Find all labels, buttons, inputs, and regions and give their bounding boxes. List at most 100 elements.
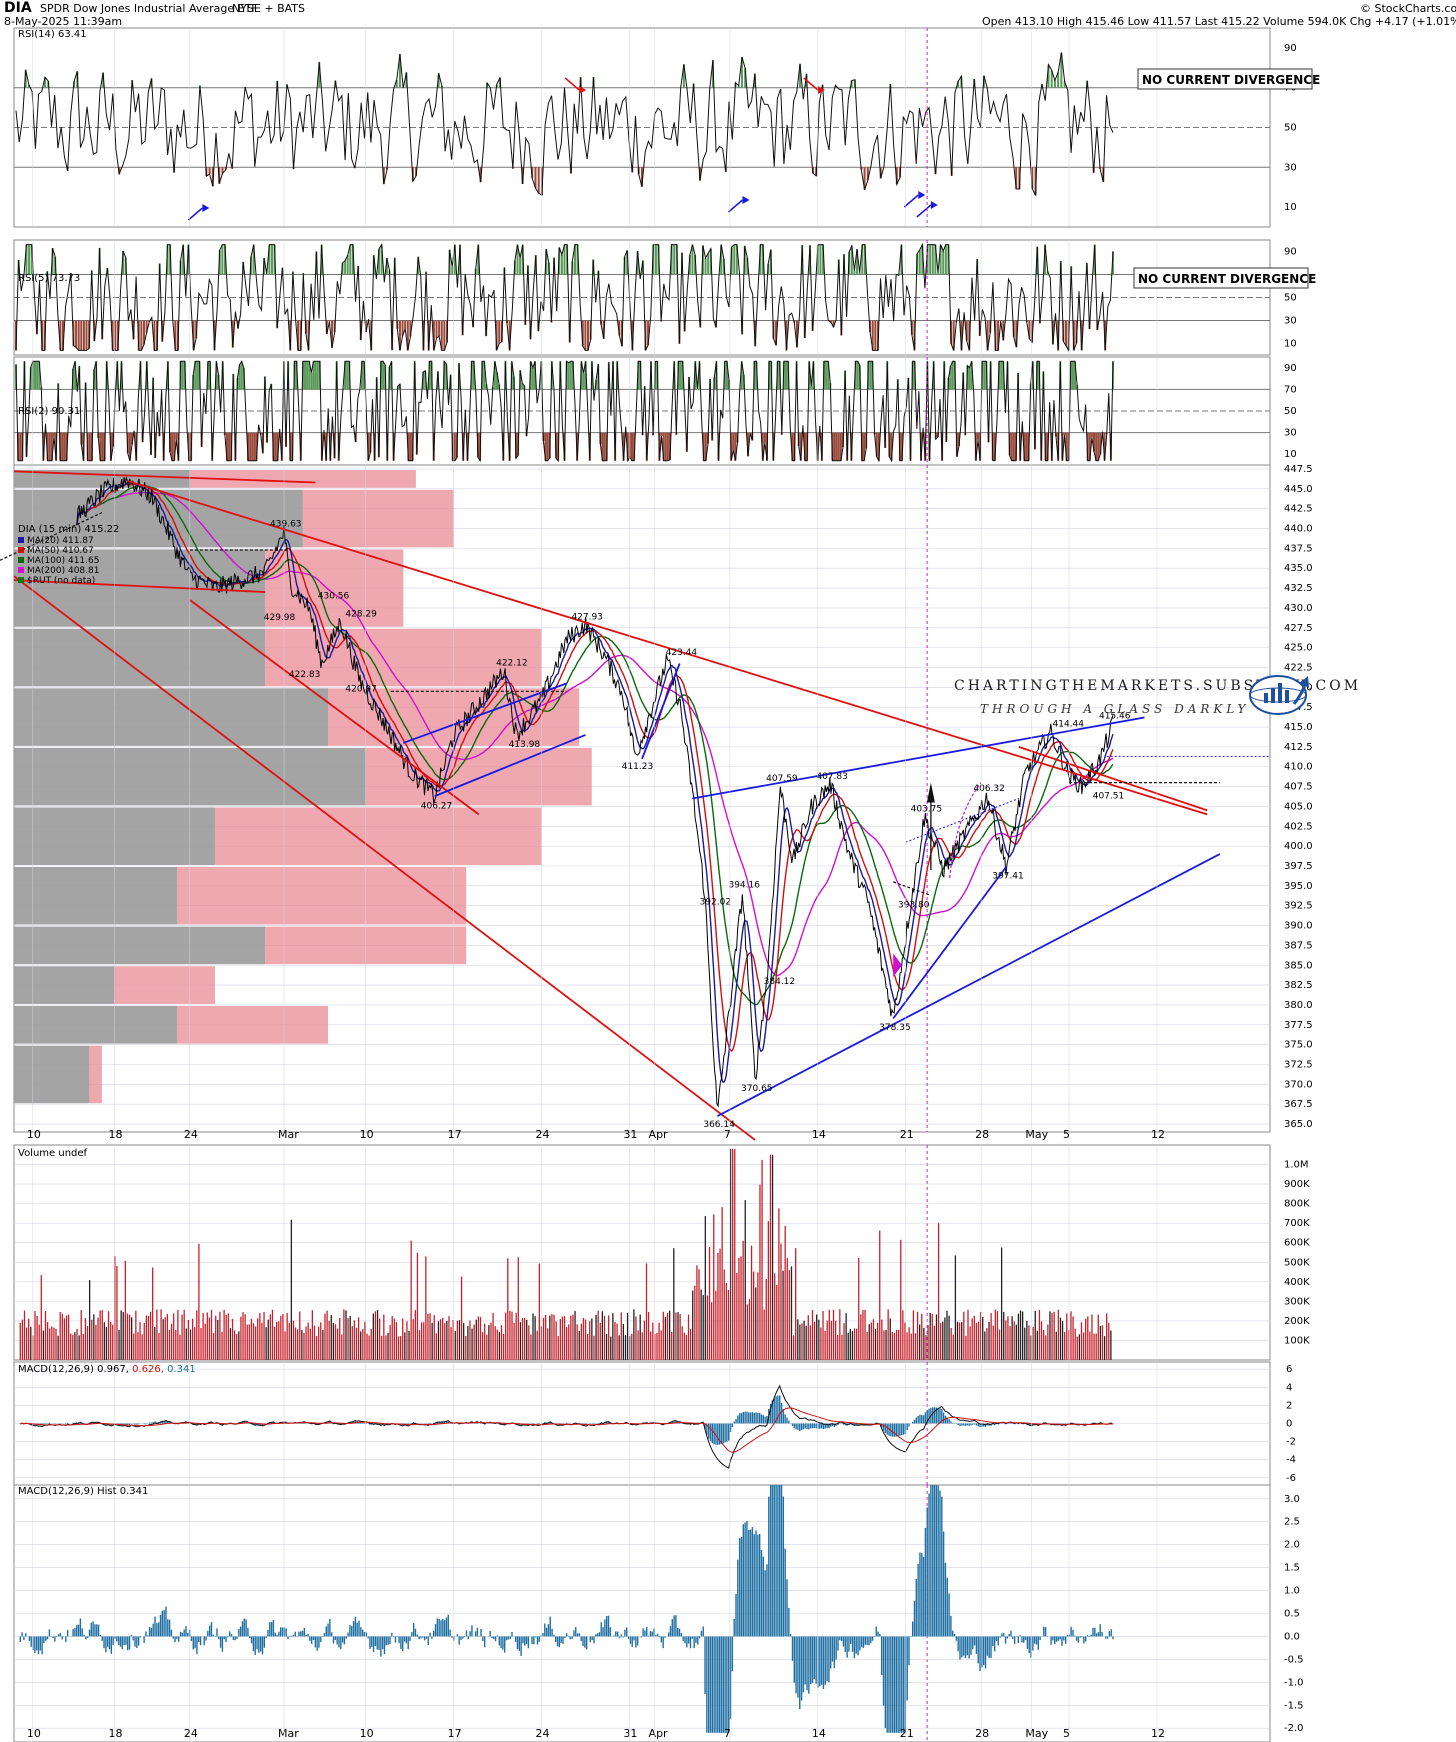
rsi14-tick: 90 xyxy=(1284,43,1297,54)
volume-label: Volume undef xyxy=(18,1148,88,1159)
x-axis-label: Mar xyxy=(278,1727,299,1740)
hist-y-tick: -1.0 xyxy=(1284,1677,1304,1688)
rsi2-label: RSI(2) 90.31 xyxy=(18,406,80,417)
price-line xyxy=(76,476,1114,1108)
macd-label-hist: 0.341 xyxy=(164,1364,196,1375)
volume-y-tick: 200K xyxy=(1284,1316,1310,1327)
x-axis-label: May xyxy=(1025,1128,1048,1141)
pivot-label: 422.12 xyxy=(496,658,528,668)
hist-y-tick: -0.5 xyxy=(1284,1654,1304,1665)
rsi5-tick: 30 xyxy=(1284,316,1297,327)
rsi2-line xyxy=(15,359,1114,463)
vbp-bar-up xyxy=(14,688,328,746)
volume-y-tick: 600K xyxy=(1284,1238,1310,1249)
price-y-tick: 365.0 xyxy=(1284,1119,1313,1130)
chart-header: DIA SPDR Dow Jones Industrial Average ET… xyxy=(4,0,1456,28)
divergence-line xyxy=(803,77,819,91)
price-y-tick: 370.0 xyxy=(1284,1079,1313,1090)
macd-y-tick: 2 xyxy=(1286,1400,1292,1411)
hist-y-tick: 1.0 xyxy=(1284,1586,1300,1597)
divergence-arrow-icon xyxy=(579,86,587,94)
x-axis-label: 7 xyxy=(724,1727,731,1740)
price-y-tick: 412.5 xyxy=(1284,742,1313,753)
vbp-bar-up xyxy=(14,549,266,627)
macd-y-tick: -4 xyxy=(1286,1455,1296,1466)
volume-y-tick: 800K xyxy=(1284,1199,1310,1210)
ma200-line xyxy=(76,491,1114,977)
hist-y-tick: 1.5 xyxy=(1284,1563,1300,1574)
vbp-bar-down xyxy=(302,489,454,548)
x-axis-label: 10 xyxy=(27,1128,41,1141)
x-axis-label: Mar xyxy=(278,1128,299,1141)
volume-y-tick: 500K xyxy=(1284,1257,1310,1268)
pivot-label: 430.56 xyxy=(318,591,350,601)
x-axis-label: 31 xyxy=(623,1128,637,1141)
price-y-tick: 410.0 xyxy=(1284,762,1313,773)
trendline xyxy=(892,866,1007,1019)
rsi2-panel: 90 70 50 30 10 xyxy=(14,359,1297,463)
rsi5-line xyxy=(15,242,1114,353)
hist-y-tick: 3.0 xyxy=(1284,1494,1300,1505)
x-axis-label: 24 xyxy=(184,1727,198,1740)
rsi5-note-box xyxy=(1133,267,1309,289)
pivot-label: 420.97 xyxy=(345,685,377,695)
divergence-line xyxy=(727,199,743,213)
macd-y-tick: -2 xyxy=(1286,1437,1296,1448)
price-y-tick: 400.0 xyxy=(1284,841,1313,852)
legend-swatch xyxy=(18,557,24,563)
rsi2-tick: 10 xyxy=(1284,449,1297,460)
pivot-label: 407.83 xyxy=(816,772,848,782)
macd-signal-line xyxy=(20,1407,1114,1453)
trendline xyxy=(716,853,1221,1117)
brand-watermark: CHARTINGTHEMARKETS.SUBSTACK.COM THROUGH … xyxy=(954,675,1358,716)
legend-text: MA(100) 411.65 xyxy=(27,556,99,566)
trendline xyxy=(434,734,586,797)
volume-y-tick: 300K xyxy=(1284,1296,1310,1307)
hist-y-tick: 0.0 xyxy=(1284,1631,1300,1642)
pivot-label: 393.80 xyxy=(898,900,930,910)
x-axis-label: 31 xyxy=(623,1727,637,1740)
hist-y-tick: 2.5 xyxy=(1284,1517,1300,1528)
price-label: DIA (15 min) 415.22 xyxy=(18,524,119,535)
x-axis: 10 18 24 Mar 10 17 24 31 Apr 7 14 21 28 May 5 12 10 18 24 M… xyxy=(27,28,1165,1742)
vbp-bar-down xyxy=(265,628,542,687)
price-y-tick: 407.5 xyxy=(1284,782,1313,793)
volume-y-tick: 400K xyxy=(1284,1277,1310,1288)
legend-swatch xyxy=(18,537,24,543)
rsi14-note-box xyxy=(1137,68,1313,90)
x-axis-label: 24 xyxy=(184,1128,198,1141)
pivot-label: 411.23 xyxy=(622,762,654,772)
pivot-label: 384.12 xyxy=(764,977,796,987)
x-axis-label: 28 xyxy=(975,1727,989,1740)
pivot-label: 407.51 xyxy=(1093,792,1125,802)
legend-swatch xyxy=(18,547,24,553)
vbp-bar-down xyxy=(189,469,416,488)
divergence-line xyxy=(916,204,932,218)
price-y-tick: 402.5 xyxy=(1284,821,1313,832)
vbp-bar-down xyxy=(89,1045,102,1104)
x-axis-label: 18 xyxy=(108,1128,122,1141)
hist-y-tick: -1.5 xyxy=(1284,1700,1304,1711)
trendline xyxy=(13,470,316,484)
price-y-tick: 425.0 xyxy=(1284,643,1313,654)
security-name: SPDR Dow Jones Industrial Average ETF xyxy=(40,2,258,15)
pivot-label: 378.35 xyxy=(879,1023,911,1033)
x-axis-label: 14 xyxy=(812,1128,826,1141)
x-axis-label: 17 xyxy=(448,1128,462,1141)
rsi14-tick: 10 xyxy=(1284,202,1297,213)
price-y-tick: 387.5 xyxy=(1284,940,1313,951)
rsi14-line xyxy=(15,52,1114,196)
pivot-label: 413.98 xyxy=(509,740,541,750)
vbp-bar-down xyxy=(177,1005,328,1044)
pivot-label: 370.65 xyxy=(741,1084,773,1094)
rsi2-tick: 50 xyxy=(1284,406,1297,417)
pivot-label: 392.02 xyxy=(700,898,732,908)
divergence-line xyxy=(903,194,919,208)
price-y-tick: 385.0 xyxy=(1284,960,1313,971)
x-axis-label: 24 xyxy=(536,1727,550,1740)
trendline xyxy=(641,663,681,760)
reference-line-dotted xyxy=(0,512,103,561)
reference-line-dotted xyxy=(905,798,1019,843)
brand-globe-icon xyxy=(1249,675,1309,715)
